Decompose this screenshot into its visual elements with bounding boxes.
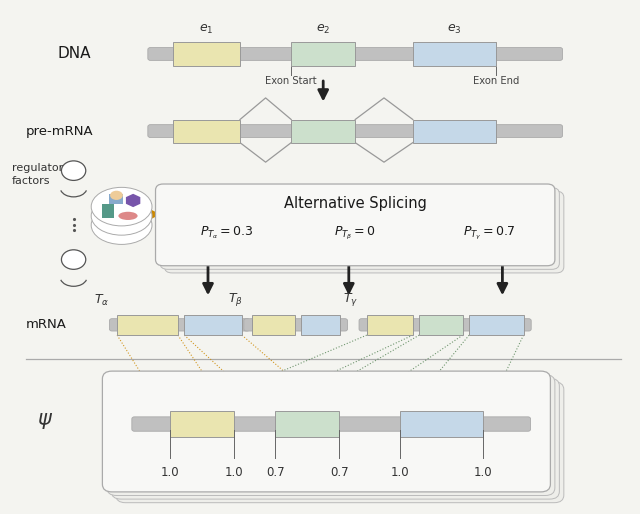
Bar <box>173 119 240 142</box>
Circle shape <box>61 161 86 180</box>
FancyBboxPatch shape <box>132 417 531 431</box>
Text: pre-mRNA: pre-mRNA <box>26 124 93 138</box>
Bar <box>419 315 463 335</box>
Text: 1.0: 1.0 <box>390 466 410 479</box>
Text: DNA: DNA <box>58 46 91 62</box>
FancyBboxPatch shape <box>156 184 555 266</box>
Text: $T_\gamma$: $T_\gamma$ <box>343 291 358 308</box>
Bar <box>291 42 355 65</box>
Ellipse shape <box>118 212 138 220</box>
Text: 1.0: 1.0 <box>160 466 179 479</box>
Ellipse shape <box>91 197 152 235</box>
Text: $e_3$: $e_3$ <box>447 23 461 36</box>
Text: 0.7: 0.7 <box>266 466 285 479</box>
FancyBboxPatch shape <box>116 382 564 503</box>
Bar <box>469 315 524 335</box>
Text: $e_2$: $e_2$ <box>316 23 330 36</box>
Bar <box>170 411 234 437</box>
Text: 1.0: 1.0 <box>474 466 493 479</box>
Text: Exon End: Exon End <box>473 76 519 86</box>
Bar <box>173 42 240 65</box>
Ellipse shape <box>91 188 152 226</box>
FancyBboxPatch shape <box>111 378 559 499</box>
Text: $\psi$: $\psi$ <box>36 411 53 431</box>
Circle shape <box>61 250 86 269</box>
FancyBboxPatch shape <box>160 188 559 269</box>
Bar <box>301 315 340 335</box>
FancyBboxPatch shape <box>102 371 550 492</box>
Bar <box>291 119 355 142</box>
Bar <box>184 315 242 335</box>
FancyBboxPatch shape <box>359 319 531 331</box>
Bar <box>413 42 496 65</box>
Ellipse shape <box>91 206 152 244</box>
Text: $e_1$: $e_1$ <box>199 23 213 36</box>
Text: $T_\alpha$: $T_\alpha$ <box>93 293 109 308</box>
FancyBboxPatch shape <box>244 319 348 331</box>
FancyBboxPatch shape <box>148 124 563 137</box>
Text: Exon Start: Exon Start <box>266 76 317 86</box>
Bar <box>367 315 413 335</box>
Text: $P_{T_\alpha} = 0.3$: $P_{T_\alpha} = 0.3$ <box>200 225 254 242</box>
Bar <box>413 119 496 142</box>
Bar <box>275 411 339 437</box>
Text: regulatory
factors: regulatory factors <box>12 163 69 186</box>
Text: 1.0: 1.0 <box>224 466 243 479</box>
Text: $P_{T_\gamma} = 0.7$: $P_{T_\gamma} = 0.7$ <box>463 225 516 242</box>
FancyBboxPatch shape <box>102 204 114 218</box>
Text: Alternative Splicing: Alternative Splicing <box>284 196 427 211</box>
Text: $T_\beta$: $T_\beta$ <box>228 291 243 308</box>
FancyBboxPatch shape <box>164 191 564 273</box>
Bar <box>400 411 483 437</box>
Ellipse shape <box>110 191 123 200</box>
FancyBboxPatch shape <box>107 375 555 495</box>
FancyBboxPatch shape <box>109 319 250 331</box>
FancyBboxPatch shape <box>148 47 563 60</box>
Bar <box>252 315 295 335</box>
Text: 0.7: 0.7 <box>330 466 349 479</box>
Bar <box>117 315 178 335</box>
FancyBboxPatch shape <box>109 194 123 204</box>
Text: mRNA: mRNA <box>26 318 67 332</box>
Text: $P_{T_\beta} = 0$: $P_{T_\beta} = 0$ <box>334 225 376 242</box>
